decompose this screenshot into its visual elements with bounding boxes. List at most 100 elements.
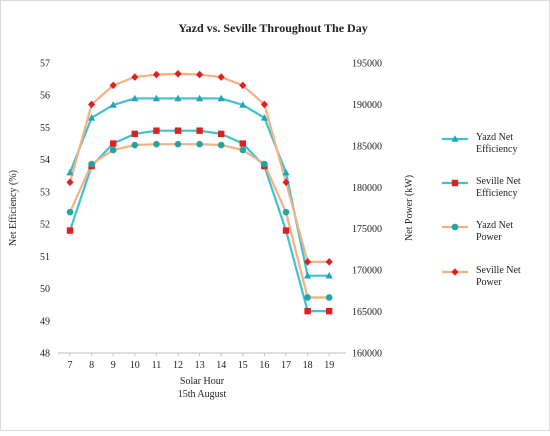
legend: Yazd Net Efficiency Seville Net Efficiency Y… <box>442 132 521 288</box>
data-point-yazd-net-power <box>217 141 225 149</box>
right-axis-label: Net Power (kW) <box>404 175 415 241</box>
data-point-yazd-net-power <box>196 140 203 148</box>
right-tick-label: 180000 <box>352 183 382 194</box>
legend-label: Seville Net Efficiency <box>476 176 521 199</box>
data-point-yazd-net-efficiency <box>196 94 204 102</box>
data-point-seville-net-power <box>239 81 247 90</box>
data-point-seville-net-efficiency <box>174 127 182 134</box>
data-point-seville-net-efficiency <box>66 227 74 234</box>
left-tick-label: 55 <box>40 123 50 134</box>
x-tick-label: 13 <box>195 360 205 371</box>
data-point-yazd-net-efficiency <box>131 94 139 102</box>
x-tick-label: 10 <box>130 360 140 371</box>
x-axis-ticks: 7 8 9 10 11 12 13 14 15 16 17 18 19 <box>68 353 334 371</box>
x-tick-label: 11 <box>152 360 162 371</box>
left-axis-ticks: 48 49 50 51 52 53 54 55 56 57 <box>40 59 50 360</box>
right-tick-label: 195000 <box>352 59 382 70</box>
data-point-yazd-net-efficiency <box>109 101 117 108</box>
data-point-seville-net-power <box>217 73 225 81</box>
data-point-seville-net-efficiency <box>131 130 138 138</box>
x-tick-label: 18 <box>303 360 313 371</box>
x-axis-sublabel: 15th August <box>178 389 227 400</box>
data-point-seville-net-power <box>260 100 268 109</box>
data-point-seville-net-efficiency <box>153 127 160 134</box>
right-tick-label: 160000 <box>352 349 382 360</box>
data-point-seville-net-power <box>196 70 204 79</box>
left-tick-label: 57 <box>40 59 50 70</box>
data-point-seville-net-power <box>174 69 182 78</box>
left-tick-label: 53 <box>40 187 50 198</box>
right-tick-label: 175000 <box>352 224 382 235</box>
x-axis-label: Solar Hour <box>180 376 225 387</box>
data-point-yazd-net-power <box>325 294 333 301</box>
data-point-yazd-net-efficiency <box>217 94 225 102</box>
right-tick-label: 185000 <box>352 141 382 152</box>
data-point-seville-net-efficiency <box>304 307 311 315</box>
x-tick-label: 12 <box>173 360 183 371</box>
data-point-yazd-net-power <box>304 294 311 301</box>
data-point-seville-net-efficiency <box>282 227 290 234</box>
data-point-yazd-net-efficiency <box>174 94 182 102</box>
data-point-yazd-net-power <box>66 208 74 216</box>
data-point-seville-net-power <box>66 178 74 187</box>
legend-marker <box>451 179 459 187</box>
left-tick-label: 52 <box>40 220 50 231</box>
left-tick-label: 49 <box>40 316 50 327</box>
chart-title: Yazd vs. Seville Throughout The Day <box>178 21 367 35</box>
data-point-seville-net-power <box>325 258 333 266</box>
legend-label: Yazd Net Efficiency <box>476 132 517 155</box>
legend-marker <box>451 223 459 231</box>
data-point-yazd-net-efficiency <box>325 271 333 279</box>
right-axis-ticks: 160000 165000 170000 175000 180000 185000 1900… <box>352 59 382 360</box>
x-tick-label: 16 <box>259 360 269 371</box>
data-point-seville-net-efficiency <box>239 140 246 147</box>
legend-label: Seville Net Power <box>476 265 521 288</box>
data-point-seville-net-power <box>88 100 96 109</box>
data-point-seville-net-power <box>304 258 312 266</box>
data-point-yazd-net-power <box>88 160 95 168</box>
left-tick-label: 50 <box>40 284 50 295</box>
data-point-yazd-net-power <box>131 141 139 149</box>
legend-marker <box>451 268 459 276</box>
data-point-yazd-net-efficiency <box>260 113 268 121</box>
x-tick-label: 14 <box>216 360 226 371</box>
data-point-yazd-net-efficiency <box>304 271 312 279</box>
x-tick-label: 19 <box>324 360 334 371</box>
data-point-seville-net-efficiency <box>196 127 203 134</box>
left-tick-label: 54 <box>40 155 50 166</box>
left-tick-label: 51 <box>40 252 50 263</box>
x-tick-label: 8 <box>89 360 94 371</box>
data-point-yazd-net-efficiency <box>88 113 96 121</box>
left-tick-label: 48 <box>40 349 50 360</box>
data-point-yazd-net-power <box>174 140 182 148</box>
data-point-seville-net-power <box>152 70 160 79</box>
series-markers <box>66 69 333 315</box>
data-point-seville-net-power <box>282 178 290 187</box>
data-point-yazd-net-efficiency <box>152 94 160 102</box>
right-tick-label: 165000 <box>352 307 382 318</box>
data-point-seville-net-efficiency <box>110 140 117 147</box>
x-tick-label: 17 <box>281 360 291 371</box>
data-point-yazd-net-power <box>282 208 290 216</box>
x-tick-label: 7 <box>68 360 73 371</box>
legend-label: Yazd Net Power <box>476 220 513 243</box>
data-point-yazd-net-efficiency <box>239 101 247 108</box>
legend-marker <box>451 135 459 142</box>
data-point-yazd-net-power <box>239 146 247 154</box>
right-tick-label: 190000 <box>352 100 382 111</box>
data-point-seville-net-efficiency <box>326 307 333 315</box>
right-tick-label: 170000 <box>352 266 382 277</box>
data-point-yazd-net-power <box>153 140 160 148</box>
data-point-seville-net-power <box>109 81 117 90</box>
x-tick-label: 15 <box>238 360 248 371</box>
data-point-yazd-net-power <box>109 146 117 154</box>
x-tick-label: 9 <box>111 360 116 371</box>
data-point-yazd-net-efficiency <box>282 168 290 176</box>
left-axis-label: Net Efficiency (%) <box>8 170 19 246</box>
left-tick-label: 56 <box>40 91 50 102</box>
data-point-yazd-net-power <box>261 160 268 168</box>
data-point-seville-net-power <box>131 73 139 81</box>
